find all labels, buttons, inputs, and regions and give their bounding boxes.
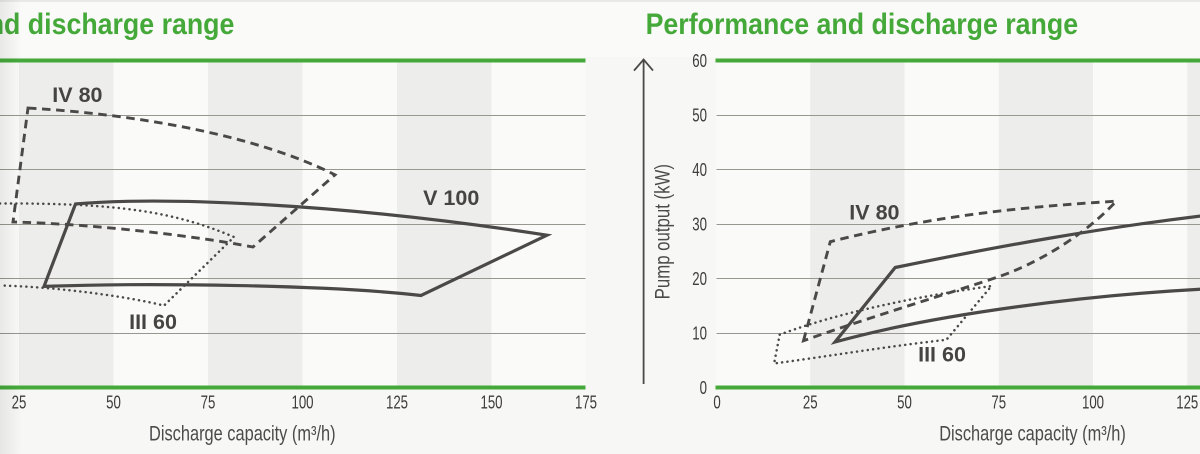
svg-text:III 60: III 60 [129,310,177,334]
svg-text:Performance and discharge rang: Performance and discharge range [0,8,234,42]
svg-text:50: 50 [897,392,912,413]
svg-text:175: 175 [575,392,597,413]
svg-text:100: 100 [1082,392,1104,413]
svg-text:40: 40 [692,160,707,181]
svg-text:V 100: V 100 [423,186,479,210]
svg-text:150: 150 [480,392,502,413]
svg-text:75: 75 [991,392,1006,413]
svg-text:IV 80: IV 80 [849,200,899,224]
svg-text:0: 0 [700,378,707,399]
svg-text:Discharge capacity (m³/h): Discharge capacity (m³/h) [939,422,1126,445]
svg-text:30: 30 [692,214,707,235]
svg-text:Discharge capacity (m³/h): Discharge capacity (m³/h) [149,422,336,445]
svg-text:III 60: III 60 [918,342,966,366]
svg-text:Pump output (kW): Pump output (kW) [652,164,675,299]
svg-text:125: 125 [1176,392,1198,413]
svg-text:0: 0 [713,392,720,413]
svg-text:10: 10 [692,323,707,344]
svg-text:100: 100 [291,392,313,413]
svg-text:50: 50 [106,392,121,413]
svg-text:25: 25 [803,392,818,413]
svg-text:20: 20 [692,269,707,290]
svg-text:IV 80: IV 80 [52,83,102,107]
svg-text:75: 75 [201,392,216,413]
svg-text:50: 50 [692,105,707,126]
svg-text:Performance and discharge rang: Performance and discharge range [646,8,1078,42]
svg-text:60: 60 [692,51,707,72]
svg-text:125: 125 [386,392,408,413]
